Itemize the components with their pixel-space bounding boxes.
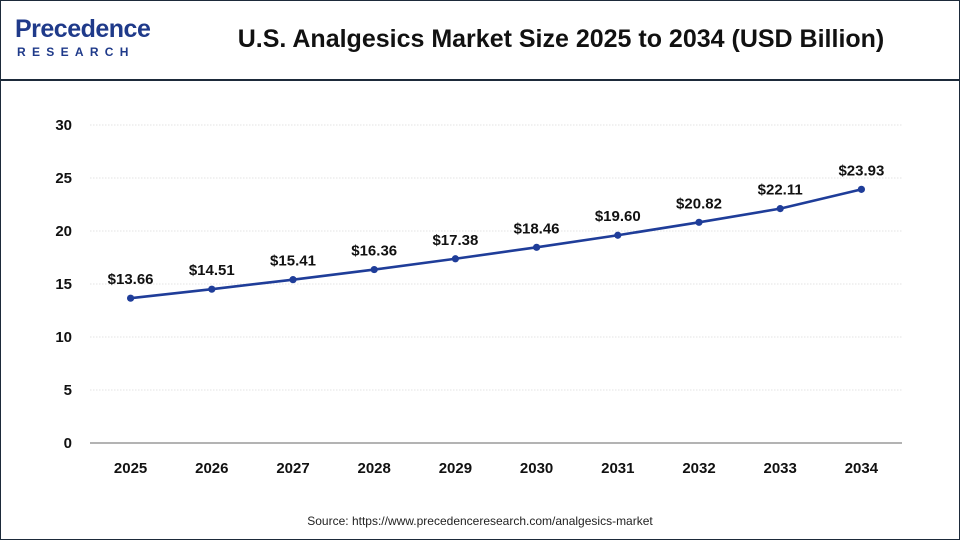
data-label: $13.66 xyxy=(108,271,154,288)
data-point xyxy=(533,243,541,251)
x-tick-label: 2026 xyxy=(195,460,228,477)
logo-wordmark: Precedence xyxy=(15,15,151,43)
x-tick-label: 2034 xyxy=(845,460,879,477)
data-labels: $13.66 $14.51 $15.41 $16.36 $17.38 $18.46 $19.… xyxy=(108,162,885,288)
y-tick-label: 30 xyxy=(55,117,72,134)
data-label: $20.82 xyxy=(676,195,722,212)
data-label: $18.46 xyxy=(514,220,560,237)
x-tick-label: 2028 xyxy=(358,460,391,477)
y-tick-label: 15 xyxy=(55,276,72,293)
data-point xyxy=(695,218,703,226)
x-tick-label: 2027 xyxy=(276,460,309,477)
data-point xyxy=(614,231,622,239)
y-tick-label: 20 xyxy=(55,223,72,240)
series xyxy=(127,185,866,302)
gridlines xyxy=(90,124,902,391)
data-point xyxy=(208,285,216,293)
x-tick-label: 2031 xyxy=(601,460,634,477)
precedence-research-logo: Precedence RESEARCH xyxy=(15,15,165,63)
data-label: $23.93 xyxy=(838,162,884,179)
data-point xyxy=(127,294,135,302)
x-tick-label: 2032 xyxy=(682,460,715,477)
data-label: $16.36 xyxy=(351,243,397,260)
data-point xyxy=(451,255,459,263)
header: Precedence RESEARCH U.S. Analgesics Mark… xyxy=(1,1,959,81)
x-tick-label: 2033 xyxy=(764,460,797,477)
source-note: Source: https://www.precedenceresearch.c… xyxy=(307,514,653,528)
x-tick-label: 2025 xyxy=(114,460,147,477)
y-tick-label: 5 xyxy=(64,382,72,399)
data-point xyxy=(776,205,784,213)
y-tick-label: 0 xyxy=(64,435,72,452)
data-label: $17.38 xyxy=(432,232,478,249)
x-tick-label: 2029 xyxy=(439,460,472,477)
chart-title: U.S. Analgesics Market Size 2025 to 2034… xyxy=(237,25,885,53)
x-tick-label: 2030 xyxy=(520,460,553,477)
data-label: $15.41 xyxy=(270,253,316,270)
data-point xyxy=(289,276,297,284)
data-point xyxy=(857,185,866,193)
data-label: $19.60 xyxy=(595,208,641,225)
data-label: $22.11 xyxy=(758,182,803,199)
series-line xyxy=(130,188,862,300)
data-label: $14.51 xyxy=(189,262,235,279)
logo-subtitle: RESEARCH xyxy=(17,45,135,59)
y-tick-label: 10 xyxy=(55,329,72,346)
data-point xyxy=(370,265,378,274)
y-tick-label: 25 xyxy=(55,170,72,187)
